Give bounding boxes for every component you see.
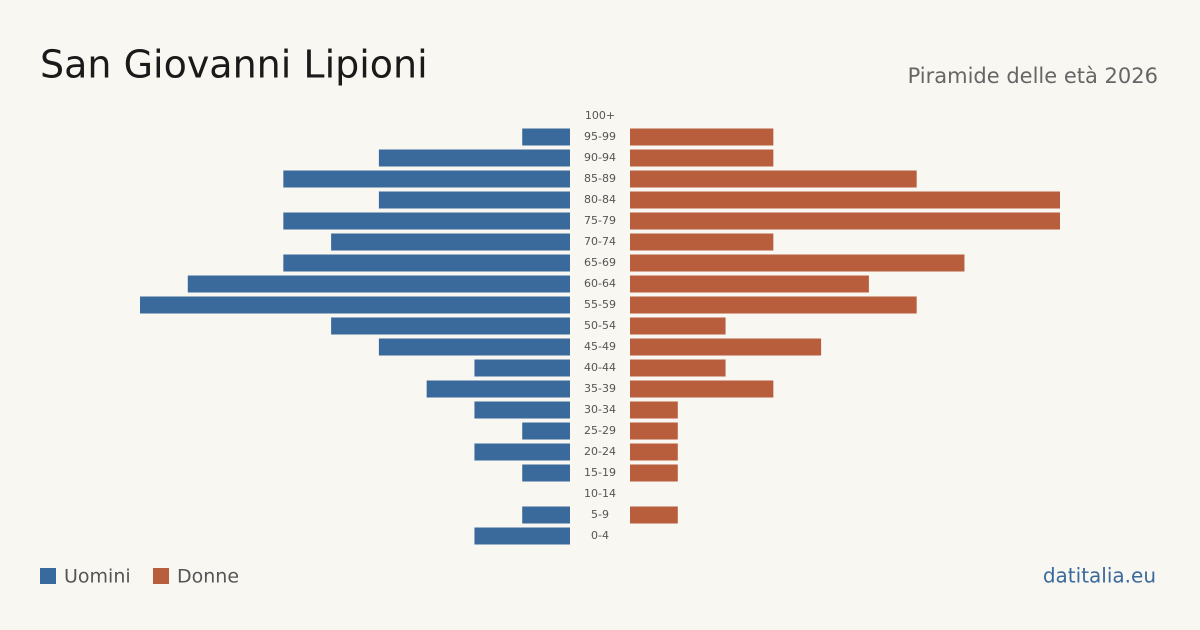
category-label: 80-84 — [584, 193, 616, 206]
bar — [630, 443, 678, 461]
bar — [474, 359, 570, 377]
bar — [522, 422, 570, 440]
category-label: 55-59 — [584, 298, 616, 311]
bar — [630, 422, 678, 440]
category-label: 0-4 — [591, 529, 609, 542]
bar — [187, 275, 570, 293]
bar — [630, 212, 1060, 230]
legend-label: Donne — [177, 566, 239, 588]
bar — [522, 506, 570, 524]
category-label: 60-64 — [584, 277, 616, 290]
bar — [630, 233, 774, 251]
legend-swatch — [40, 568, 56, 584]
bar — [283, 170, 570, 188]
category-label: 65-69 — [584, 256, 616, 269]
chart-title: San Giovanni Lipioni — [40, 43, 428, 87]
bar — [378, 191, 570, 209]
category-label: 40-44 — [584, 361, 616, 374]
chart-subtitle: Piramide delle età 2026 — [908, 64, 1158, 88]
bar — [331, 233, 570, 251]
category-label: 70-74 — [584, 235, 616, 248]
category-label: 75-79 — [584, 214, 616, 227]
bar — [630, 275, 869, 293]
bar — [522, 464, 570, 482]
bar — [522, 128, 570, 146]
category-label: 90-94 — [584, 151, 616, 164]
category-label: 95-99 — [584, 130, 616, 143]
legend-label: Uomini — [64, 566, 131, 588]
bar — [140, 296, 570, 314]
bar — [630, 401, 678, 419]
bar — [630, 254, 965, 272]
category-label: 15-19 — [584, 466, 616, 479]
bar — [630, 464, 678, 482]
category-label: 25-29 — [584, 424, 616, 437]
bar — [630, 359, 726, 377]
category-label: 35-39 — [584, 382, 616, 395]
bar — [331, 317, 570, 335]
bar — [283, 254, 570, 272]
category-label: 50-54 — [584, 319, 616, 332]
bar — [474, 527, 570, 545]
bar — [630, 506, 678, 524]
bar — [474, 443, 570, 461]
bar — [630, 128, 774, 146]
category-label: 20-24 — [584, 445, 616, 458]
source: datitalia.eu — [1043, 564, 1156, 588]
category-label: 100+ — [585, 109, 615, 122]
category-label: 5-9 — [591, 508, 609, 521]
bar — [378, 149, 570, 167]
bar — [426, 380, 570, 398]
legend-swatch — [153, 568, 169, 584]
bar — [378, 338, 570, 356]
bar — [630, 317, 726, 335]
bar — [630, 191, 1060, 209]
bar — [283, 212, 570, 230]
category-label: 85-89 — [584, 172, 616, 185]
category-label: 10-14 — [584, 487, 616, 500]
bar — [630, 170, 917, 188]
bar — [474, 401, 570, 419]
category-label: 45-49 — [584, 340, 616, 353]
bar — [630, 296, 917, 314]
bar — [630, 338, 822, 356]
bar — [630, 149, 774, 167]
bar — [630, 380, 774, 398]
category-label: 30-34 — [584, 403, 616, 416]
